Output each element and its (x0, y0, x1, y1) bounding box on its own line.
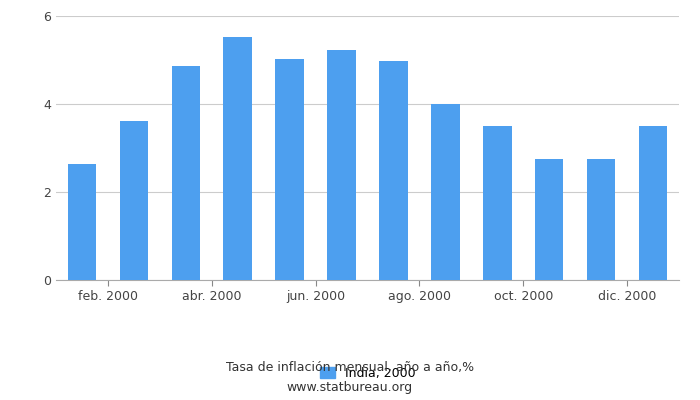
Bar (483, 126, 512, 280)
Bar (639, 126, 667, 280)
Bar (535, 158, 564, 280)
Bar (120, 121, 148, 280)
Bar (431, 104, 460, 280)
Bar (223, 37, 252, 280)
Bar (379, 61, 407, 280)
Bar (275, 59, 304, 280)
Bar (328, 50, 356, 280)
Legend: India, 2000: India, 2000 (315, 362, 420, 385)
Bar (172, 66, 200, 280)
Text: www.statbureau.org: www.statbureau.org (287, 382, 413, 394)
Bar (587, 159, 615, 280)
Text: Tasa de inflación mensual, año a año,%: Tasa de inflación mensual, año a año,% (226, 362, 474, 374)
Bar (68, 164, 96, 280)
